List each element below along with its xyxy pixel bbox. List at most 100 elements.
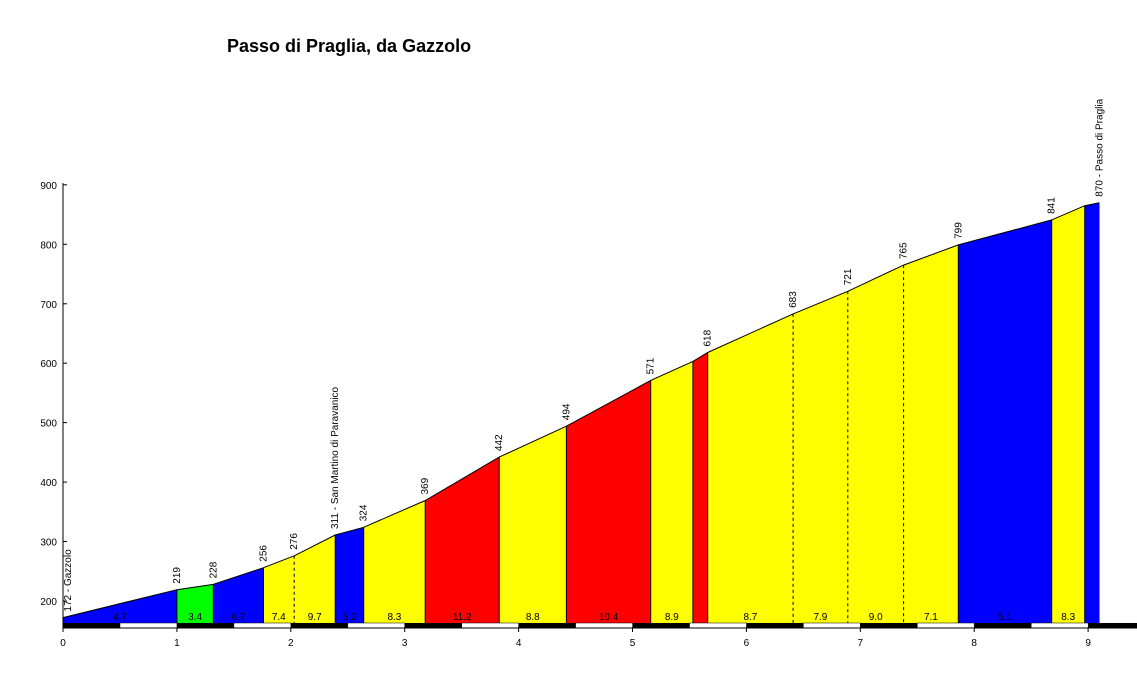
altitude-label: 799	[953, 222, 964, 239]
km-bar-white	[233, 622, 292, 629]
x-tick-label: 9	[1085, 638, 1091, 649]
segment-gradient-label: 7.4	[272, 612, 286, 623]
x-tick-label: 7	[858, 638, 864, 649]
y-tick-label: 400	[40, 478, 57, 489]
altitude-label: 683	[788, 291, 799, 308]
segment-area	[1051, 205, 1085, 623]
segment-area	[213, 567, 264, 623]
km-bar-black	[632, 623, 690, 628]
segment-gradient-label: 8.3	[387, 612, 401, 623]
km-bar-white	[119, 622, 178, 629]
x-tick-label: 6	[744, 638, 750, 649]
profile-areas	[63, 202, 1100, 623]
y-tick-label: 900	[40, 181, 57, 192]
altitude-labels: 172 - Gazzolo 219 228 256 276 311 - San Marti…	[63, 98, 1106, 611]
segment-area	[692, 352, 708, 623]
km-scale-bar	[63, 622, 1137, 629]
km-bar-black	[290, 623, 348, 628]
altitude-label: 494	[561, 403, 572, 420]
segment-gradient-label: 9.7	[308, 612, 322, 623]
segment-area	[650, 361, 693, 623]
km-bar-white	[803, 622, 861, 629]
segment-gradient-label: 8.3	[1061, 612, 1075, 623]
chart-title: Passo di Praglia, da Gazzolo	[227, 36, 471, 56]
x-tick-label: 2	[288, 638, 294, 649]
segment-dividers	[176, 205, 1086, 623]
segment-area	[294, 535, 336, 623]
altitude-label: 172 - Gazzolo	[63, 549, 74, 612]
altitude-label: 228	[208, 561, 219, 578]
km-bar-black	[176, 623, 234, 628]
x-tick-label: 4	[516, 638, 522, 649]
segment-area	[566, 380, 651, 623]
altitude-label: 276	[289, 533, 300, 550]
x-tick-label: 5	[630, 638, 636, 649]
segment-area	[176, 584, 214, 623]
segment-area	[958, 219, 1052, 623]
altitude-label: 571	[646, 357, 657, 374]
x-tick-label: 8	[971, 638, 977, 649]
profile-outline	[62, 202, 1100, 619]
segment-area	[499, 426, 567, 623]
y-tick-label: 500	[40, 419, 57, 430]
segment-gradient-label: 9.0	[869, 612, 883, 623]
y-tick-label: 700	[40, 300, 57, 311]
segment-area	[363, 500, 426, 623]
km-bar-black	[404, 623, 462, 628]
segment-gradient-label: 5.1	[998, 612, 1012, 623]
y-tick-label: 200	[40, 597, 57, 608]
segment-area	[263, 555, 295, 623]
altitude-label: 219	[172, 567, 183, 584]
altitude-label: 324	[359, 504, 370, 521]
km-bar-black	[860, 623, 918, 628]
profile-line	[62, 202, 1100, 619]
km-bar-white	[347, 622, 405, 629]
y-tick-label: 300	[40, 538, 57, 549]
altitude-label: 311 - San Martino di Paravanico	[330, 386, 341, 529]
altitude-label: 618	[703, 329, 714, 346]
km-bar-white	[917, 622, 975, 629]
segment-gradient-label: 8.7	[743, 612, 757, 623]
segment-gradient-label: 5.2	[343, 612, 357, 623]
segment-area	[707, 313, 794, 623]
segment-area	[1084, 202, 1100, 623]
segment-area	[793, 291, 848, 623]
segment-gradient-label: 8.9	[665, 612, 679, 623]
altitude-label: 721	[843, 268, 854, 285]
km-bar-white	[461, 622, 519, 629]
altitude-label: 442	[494, 434, 505, 451]
segment-area	[63, 589, 177, 623]
altitude-label: 870 - Passo di Praglia	[1095, 98, 1106, 196]
segment-gradient-label: 10.4	[599, 612, 619, 623]
segment-gradient-label: 3.4	[188, 612, 202, 623]
gradient-labels: 4.7 3.4 6.7 7.4 9.7 5.2 8.3 11.2 8.8 10.4 8.9 8.7 7.…	[113, 612, 1076, 623]
segment-gradient-label: 8.8	[526, 612, 540, 623]
axes: 200 300 400 500 600 700 800 900 0 1 2 3 4 5 6 7 8 9	[40, 181, 1137, 649]
segment-area	[335, 527, 364, 623]
km-bar-black	[974, 623, 1032, 628]
altitude-label: 256	[259, 545, 270, 562]
altitude-label: 369	[420, 477, 431, 494]
segment-area	[847, 265, 904, 623]
segment-area	[903, 244, 959, 623]
km-bar-white	[575, 622, 633, 629]
y-tick-label: 800	[40, 240, 57, 251]
altitude-label: 841	[1047, 197, 1058, 214]
km-bar-white	[689, 622, 747, 629]
y-tick-label: 600	[40, 359, 57, 370]
segment-gradient-label: 7.1	[924, 612, 938, 623]
km-bar-white	[1030, 622, 1089, 629]
segment-gradient-label: 11.2	[453, 612, 472, 623]
segment-gradient-label: 7.9	[813, 612, 827, 623]
segment-area	[425, 457, 500, 623]
segment-gradient-label: 4.7	[113, 612, 127, 623]
altitude-label: 765	[899, 242, 910, 259]
km-bar-black	[746, 623, 804, 628]
x-tick-label: 3	[402, 638, 408, 649]
km-bar-black	[1088, 623, 1137, 628]
x-tick-label: 0	[60, 638, 66, 649]
km-bar-black	[63, 623, 120, 628]
segment-gradient-label: 6.7	[231, 612, 245, 623]
x-tick-label: 1	[174, 638, 180, 649]
